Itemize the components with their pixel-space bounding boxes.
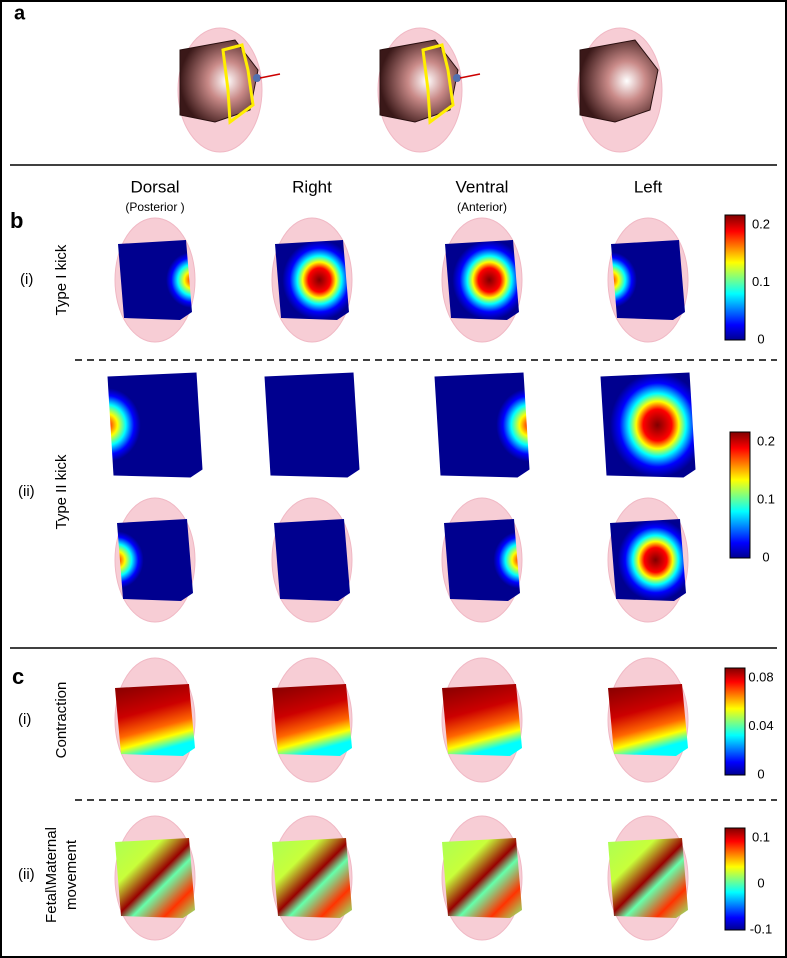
row-label: Type I kick <box>53 244 70 315</box>
heatmap-patch <box>274 519 350 601</box>
heatmap-patch <box>115 684 195 756</box>
heatmap-patch <box>275 240 349 320</box>
column-subheader: (Anterior) <box>457 200 507 214</box>
row-index: (ii) <box>18 866 35 883</box>
colorbar-tick-label: 0 <box>762 549 769 564</box>
panel-label: c <box>12 664 24 689</box>
heatmap-patch <box>444 519 520 601</box>
row-index: (i) <box>20 271 33 288</box>
colorbar <box>729 431 751 559</box>
row-label: Type II kick <box>53 454 70 530</box>
heatmap-patch <box>107 372 203 478</box>
row-index: (i) <box>18 711 31 728</box>
colorbar-tick-label: 0.04 <box>748 718 773 733</box>
colorbar-tick-label: 0.1 <box>752 829 770 844</box>
colorbar-tick-label: -0.1 <box>750 921 772 936</box>
heatmap-patch <box>608 838 688 918</box>
row-label: movement <box>63 839 80 910</box>
column-header: Right <box>292 177 332 196</box>
heatmap-patch <box>445 240 519 320</box>
kick-outline <box>421 43 455 125</box>
column-header: Ventral <box>456 177 509 196</box>
fetus-patch <box>179 39 259 123</box>
colorbar <box>724 667 746 776</box>
heatmap-patch <box>117 519 193 601</box>
kick-point <box>453 74 461 82</box>
colorbar-tick-label: 0.2 <box>752 216 770 231</box>
row-label: Fetal\Maternal <box>43 827 60 923</box>
heatmap-patch <box>442 684 522 756</box>
colorbar-tick-label: 0.1 <box>752 274 770 289</box>
fetus-patch <box>579 39 659 123</box>
panel-label: a <box>14 2 26 24</box>
heatmap-patch <box>272 838 352 918</box>
colorbar <box>724 214 746 341</box>
heatmap-patch <box>434 372 530 478</box>
heatmap-patch <box>272 684 352 756</box>
colorbar-tick-label: 0 <box>757 331 764 346</box>
column-subheader: (Posterior ) <box>125 200 184 214</box>
heatmap-patch <box>115 838 195 918</box>
colorbar-tick-label: 0 <box>757 766 764 781</box>
colorbar-tick-label: 0.2 <box>757 433 775 448</box>
heatmap-patch <box>610 519 686 601</box>
fetus-patch <box>379 39 459 123</box>
heatmap-patch <box>264 372 360 478</box>
heatmap-patch <box>600 372 696 478</box>
colorbar-tick-label: 0 <box>757 875 764 890</box>
colorbar <box>724 827 746 931</box>
colorbar-tick-label: 0.08 <box>748 669 773 684</box>
row-label: Contraction <box>53 682 70 759</box>
kick-arrow <box>259 73 281 79</box>
kick-outline <box>221 43 255 125</box>
column-header: Left <box>634 177 663 196</box>
column-header: Dorsal <box>130 177 179 196</box>
colorbar-tick-label: 0.1 <box>757 491 775 506</box>
kick-arrow <box>459 73 481 79</box>
heatmap-patch <box>118 240 192 320</box>
panel-label: b <box>10 208 23 233</box>
kick-point <box>253 74 261 82</box>
row-index: (ii) <box>18 483 35 500</box>
heatmap-patch <box>611 240 685 320</box>
heatmap-patch <box>442 838 522 918</box>
heatmap-patch <box>608 684 688 756</box>
